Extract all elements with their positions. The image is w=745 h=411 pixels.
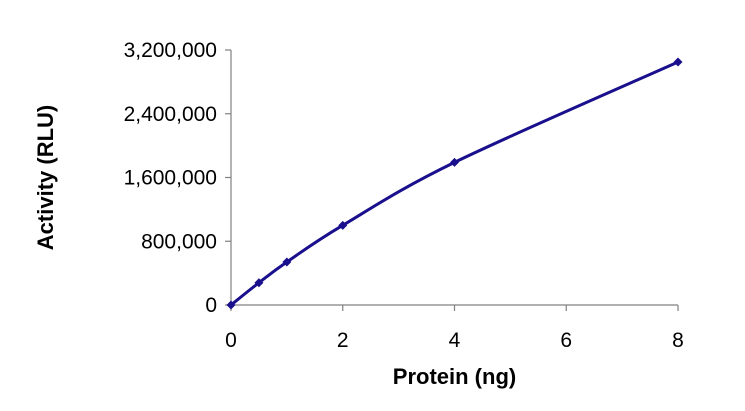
series-layer [226, 57, 683, 310]
data-point-marker [282, 257, 292, 267]
y-tick-label: 3,200,000 [124, 39, 217, 62]
chart-axes [230, 50, 678, 306]
y-tick-label: 800,000 [141, 230, 217, 253]
x-tick-label: 8 [672, 329, 684, 352]
data-point-marker [338, 220, 348, 230]
data-point-marker [450, 157, 459, 167]
x-tick-label: 6 [560, 329, 572, 352]
series-line [230, 60, 679, 307]
x-tick-label: 4 [449, 329, 461, 352]
y-tick-label: 2,400,000 [124, 103, 217, 126]
y-axis-title: Activity (RLU) [33, 105, 58, 250]
data-point-marker [226, 300, 236, 310]
x-tick-label: 2 [337, 329, 349, 352]
x-tick-label: 0 [225, 329, 237, 352]
data-point-marker [673, 57, 683, 67]
y-tick-label: 0 [205, 294, 217, 317]
y-tick-label: 1,600,000 [124, 167, 217, 190]
data-point-marker [254, 278, 264, 288]
x-axis-ticks: 0 2 4 6 8 [225, 305, 684, 352]
y-axis-ticks: 0 800,000 1,600,000 2,400,000 3,200,000 [124, 39, 231, 317]
x-axis-title: Protein (ng) [393, 364, 516, 389]
